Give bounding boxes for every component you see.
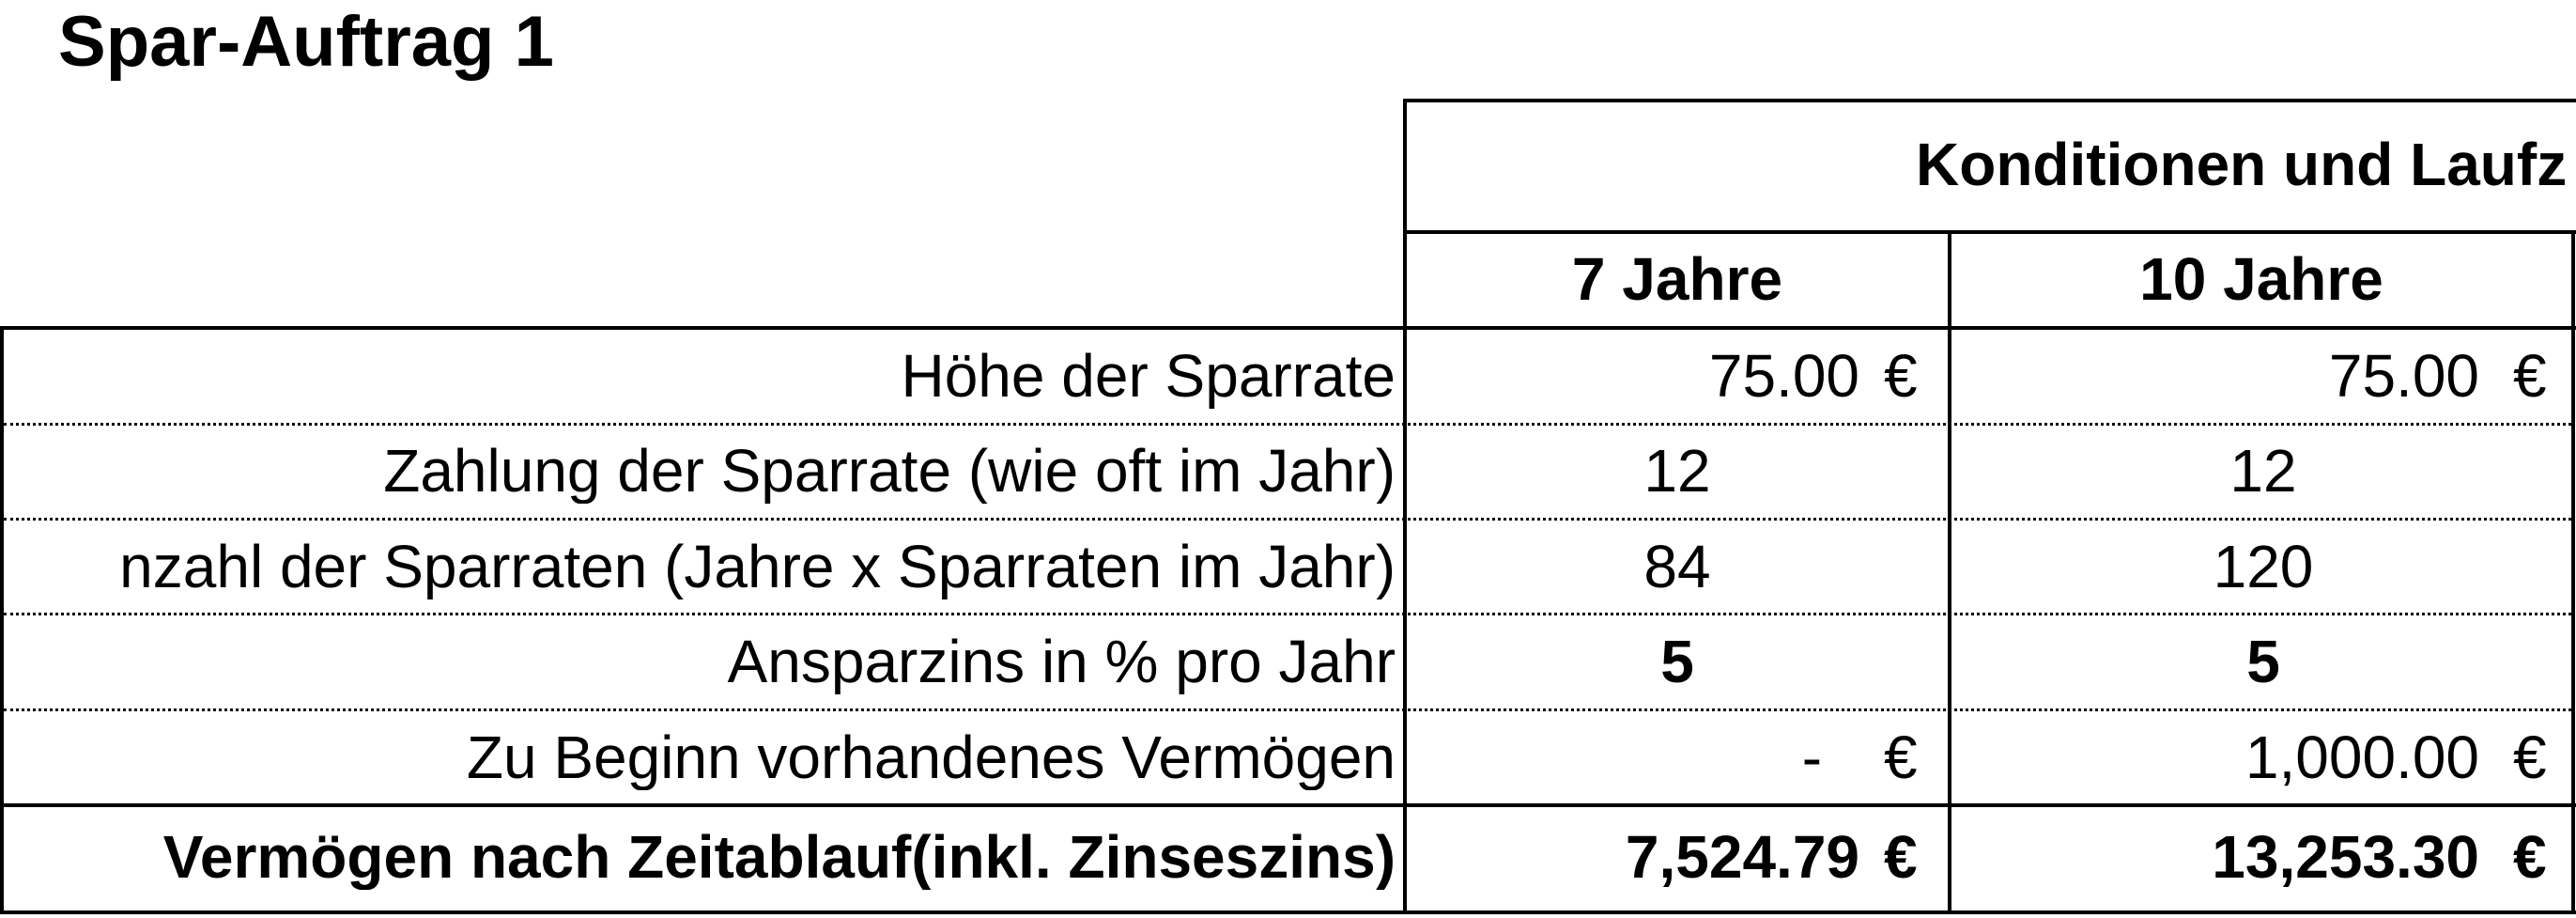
cell-value: 5 — [2246, 628, 2280, 695]
total-value: 13,253.30 — [2212, 823, 2479, 891]
row-label: Zahlung der Sparrate (wie oft im Jahr) — [383, 438, 1396, 504]
cell-value: 84 — [1643, 533, 1711, 600]
table-bottom-border — [0, 910, 2576, 914]
cell-value: 5 — [1660, 628, 1694, 695]
year-column-divider — [1948, 230, 1951, 914]
label-column-border — [1403, 99, 1407, 914]
row-label: Höhe der Sparrate — [901, 343, 1396, 409]
row-divider — [4, 708, 2571, 711]
cell-value: 75.00 — [2328, 342, 2479, 410]
row-divider — [4, 518, 2571, 521]
table-top-border — [0, 326, 2576, 330]
sheet-title: Spar-Auftrag 1 — [58, 2, 554, 82]
row-label: nzahl der Sparraten (Jahre x Sparraten i… — [119, 534, 1396, 599]
currency-symbol: € — [2513, 724, 2547, 791]
row-label: Ansparzins in % pro Jahr — [727, 629, 1396, 694]
currency-symbol: € — [1884, 823, 1918, 891]
currency-symbol: € — [1884, 342, 1918, 410]
cell-value: 75.00 — [1708, 342, 1859, 410]
left-border — [0, 326, 4, 914]
currency-symbol: € — [1884, 724, 1918, 791]
cell-value: 120 — [2213, 533, 2314, 600]
cell-value: - — [1801, 724, 1822, 791]
total-label: Vermögen nach Zeitablauf(inkl. Zinseszin… — [162, 824, 1396, 890]
cell-value: 1,000.00 — [2244, 724, 2479, 791]
cell-value: 12 — [1643, 437, 1711, 505]
group-header: Konditionen und Laufz — [1916, 131, 2568, 198]
currency-symbol: € — [2513, 823, 2547, 891]
column-header-10-jahre: 10 Jahre — [2139, 245, 2383, 313]
row-divider — [4, 613, 2571, 615]
right-border — [2571, 230, 2575, 914]
total-top-border — [0, 803, 2576, 807]
currency-symbol: € — [2513, 342, 2547, 410]
header-top-border — [1403, 99, 2576, 102]
total-value: 7,524.79 — [1625, 823, 1859, 891]
header-mid-border — [1403, 230, 2576, 234]
row-divider — [4, 423, 2571, 426]
row-label: Zu Beginn vorhandenes Vermögen — [466, 724, 1396, 790]
cell-value: 12 — [2229, 437, 2297, 505]
column-header-7-jahre: 7 Jahre — [1571, 245, 1783, 313]
